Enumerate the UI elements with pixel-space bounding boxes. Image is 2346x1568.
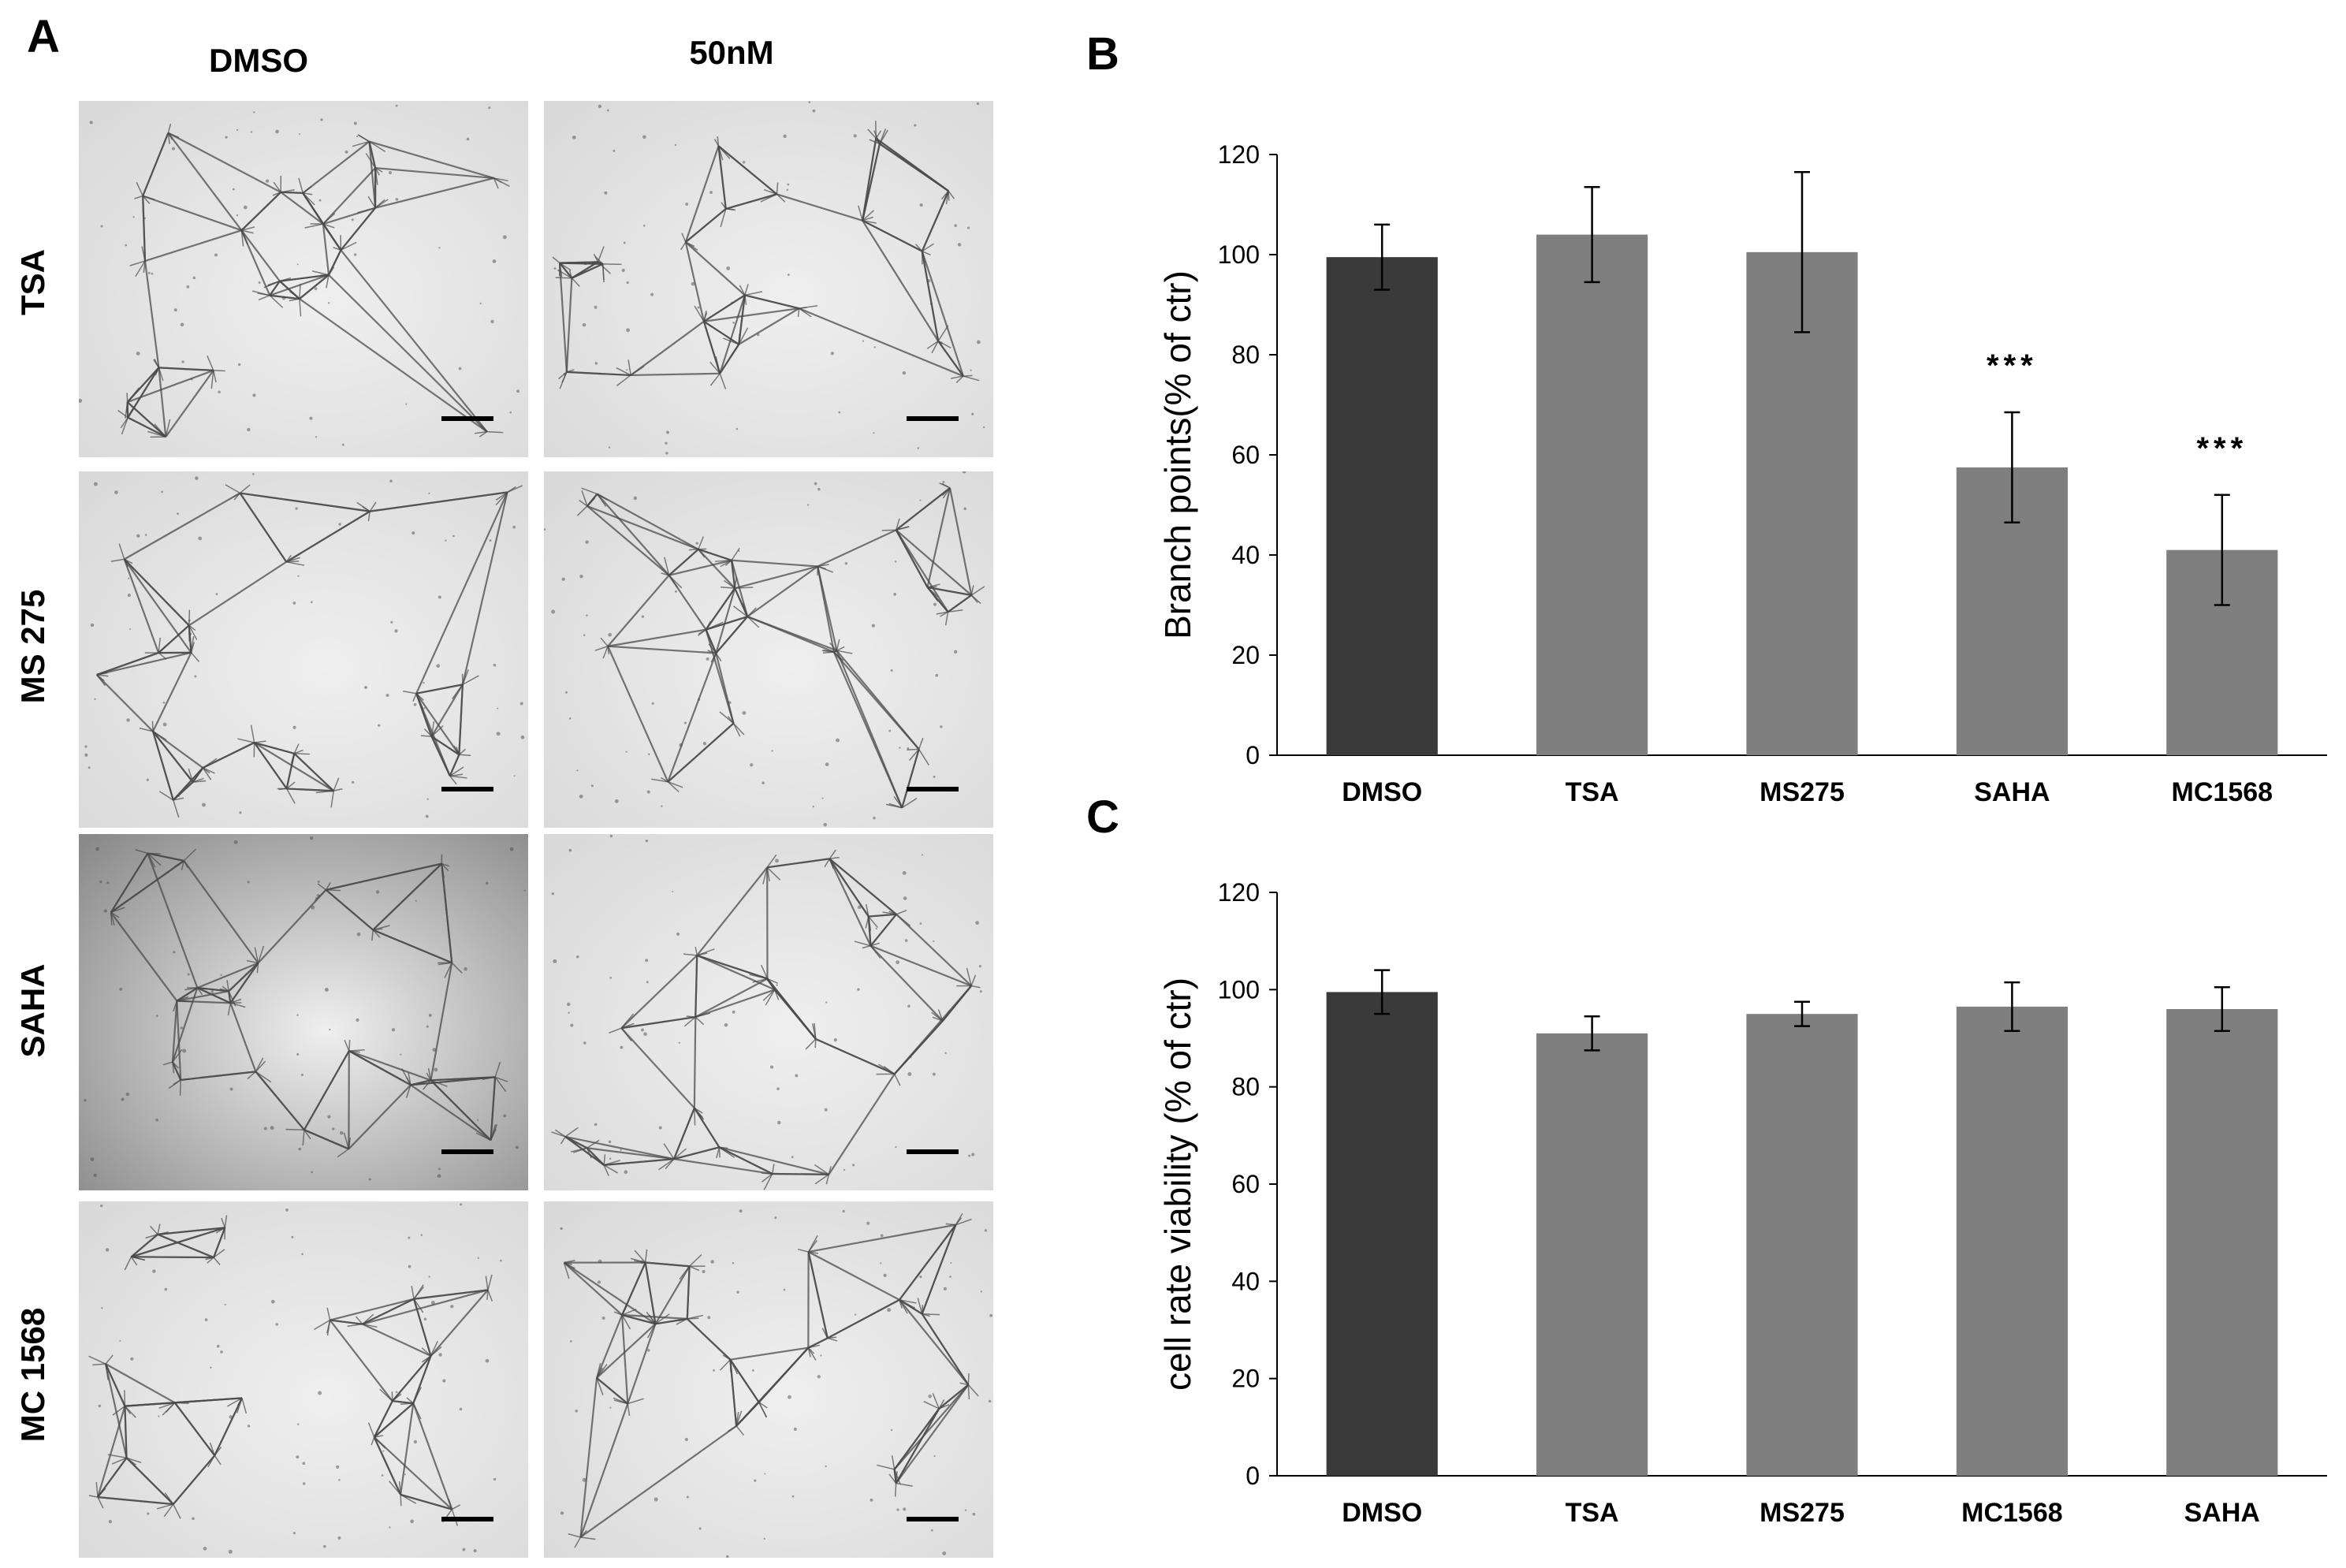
chart-b-y-tick-label: 40 <box>1231 541 1260 569</box>
chart-b-y-tick-label: 20 <box>1231 641 1260 669</box>
micrograph-1-1 <box>544 471 993 828</box>
panel-letter-a: A <box>27 11 60 62</box>
micrograph-0-0 <box>79 101 528 457</box>
chart-b-significance-label: *** <box>1987 348 2038 383</box>
micrograph-0-1 <box>544 101 993 457</box>
chart-b-significance-label: *** <box>2196 431 2247 466</box>
chart-b-x-tick-label: SAHA <box>1974 777 2050 807</box>
chart-b-error-bar-mc1568 <box>2214 493 2230 606</box>
chart-b-y-tick-label: 120 <box>1218 140 1260 169</box>
chart-b-x-tick-label: MS275 <box>1760 777 1845 807</box>
chart-b-bar-tsa <box>1536 234 1648 756</box>
chart-b-bar-dmso <box>1326 257 1438 755</box>
chart-b-y-tick-label: 60 <box>1231 441 1260 469</box>
chart-b-error-bar-saha <box>2004 411 2020 523</box>
panel-letter-b: B <box>1086 28 1119 80</box>
chart-b-error-bar-tsa <box>1584 186 1600 284</box>
micrograph-3-1 <box>544 1201 993 1558</box>
chart-b-x-tick-label: TSA <box>1566 777 1619 807</box>
chart-b-bar-ms275 <box>1746 251 1858 755</box>
chart-b-y-axis-label: Branch points(% of ctr) <box>1157 270 1198 639</box>
column-header-50nm: 50nM <box>689 34 774 71</box>
panel-letter-c: C <box>1086 791 1119 843</box>
chart-b-error-bar-dmso <box>1374 223 1391 291</box>
chart-b-y-tick-label: 80 <box>1231 341 1260 369</box>
chart-b-x-tick-label: DMSO <box>1342 777 1422 807</box>
chart-b-y-tick-label: 0 <box>1246 741 1260 769</box>
column-header-dmso: DMSO <box>209 42 308 79</box>
micrograph-2-1 <box>544 834 993 1190</box>
micrograph-1-0 <box>79 471 528 828</box>
chart-b-error-bar-ms275 <box>1794 170 1810 333</box>
micrograph-2-0 <box>79 834 528 1190</box>
chart-b-x-tick-label: MC1568 <box>2172 777 2273 807</box>
chart-b-y-tick-label: 100 <box>1218 240 1260 269</box>
micrograph-3-0 <box>79 1201 528 1558</box>
